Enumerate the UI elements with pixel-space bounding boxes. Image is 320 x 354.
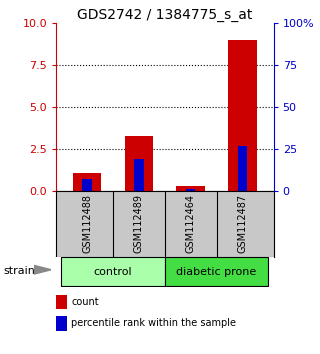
Bar (134, 159, 144, 191)
Title: GDS2742 / 1384775_s_at: GDS2742 / 1384775_s_at (77, 8, 252, 22)
Bar (238, 146, 247, 191)
Bar (56, 316, 67, 331)
Text: percentile rank within the sample: percentile rank within the sample (71, 318, 236, 329)
Bar (176, 186, 205, 191)
Bar (56, 295, 67, 309)
Bar (228, 40, 257, 191)
Text: GSM112487: GSM112487 (237, 194, 247, 253)
Text: diabetic prone: diabetic prone (177, 267, 257, 277)
Bar (186, 189, 196, 191)
Text: control: control (94, 267, 132, 277)
Text: GSM112488: GSM112488 (82, 194, 92, 253)
Text: GSM112489: GSM112489 (134, 194, 144, 253)
Text: count: count (71, 297, 99, 307)
Bar (83, 179, 92, 191)
Bar (73, 173, 101, 191)
Bar (61, 257, 165, 286)
Bar (125, 136, 153, 191)
Text: strain: strain (3, 266, 35, 276)
Bar (165, 257, 268, 286)
Text: GSM112464: GSM112464 (186, 194, 196, 253)
Polygon shape (34, 265, 51, 274)
